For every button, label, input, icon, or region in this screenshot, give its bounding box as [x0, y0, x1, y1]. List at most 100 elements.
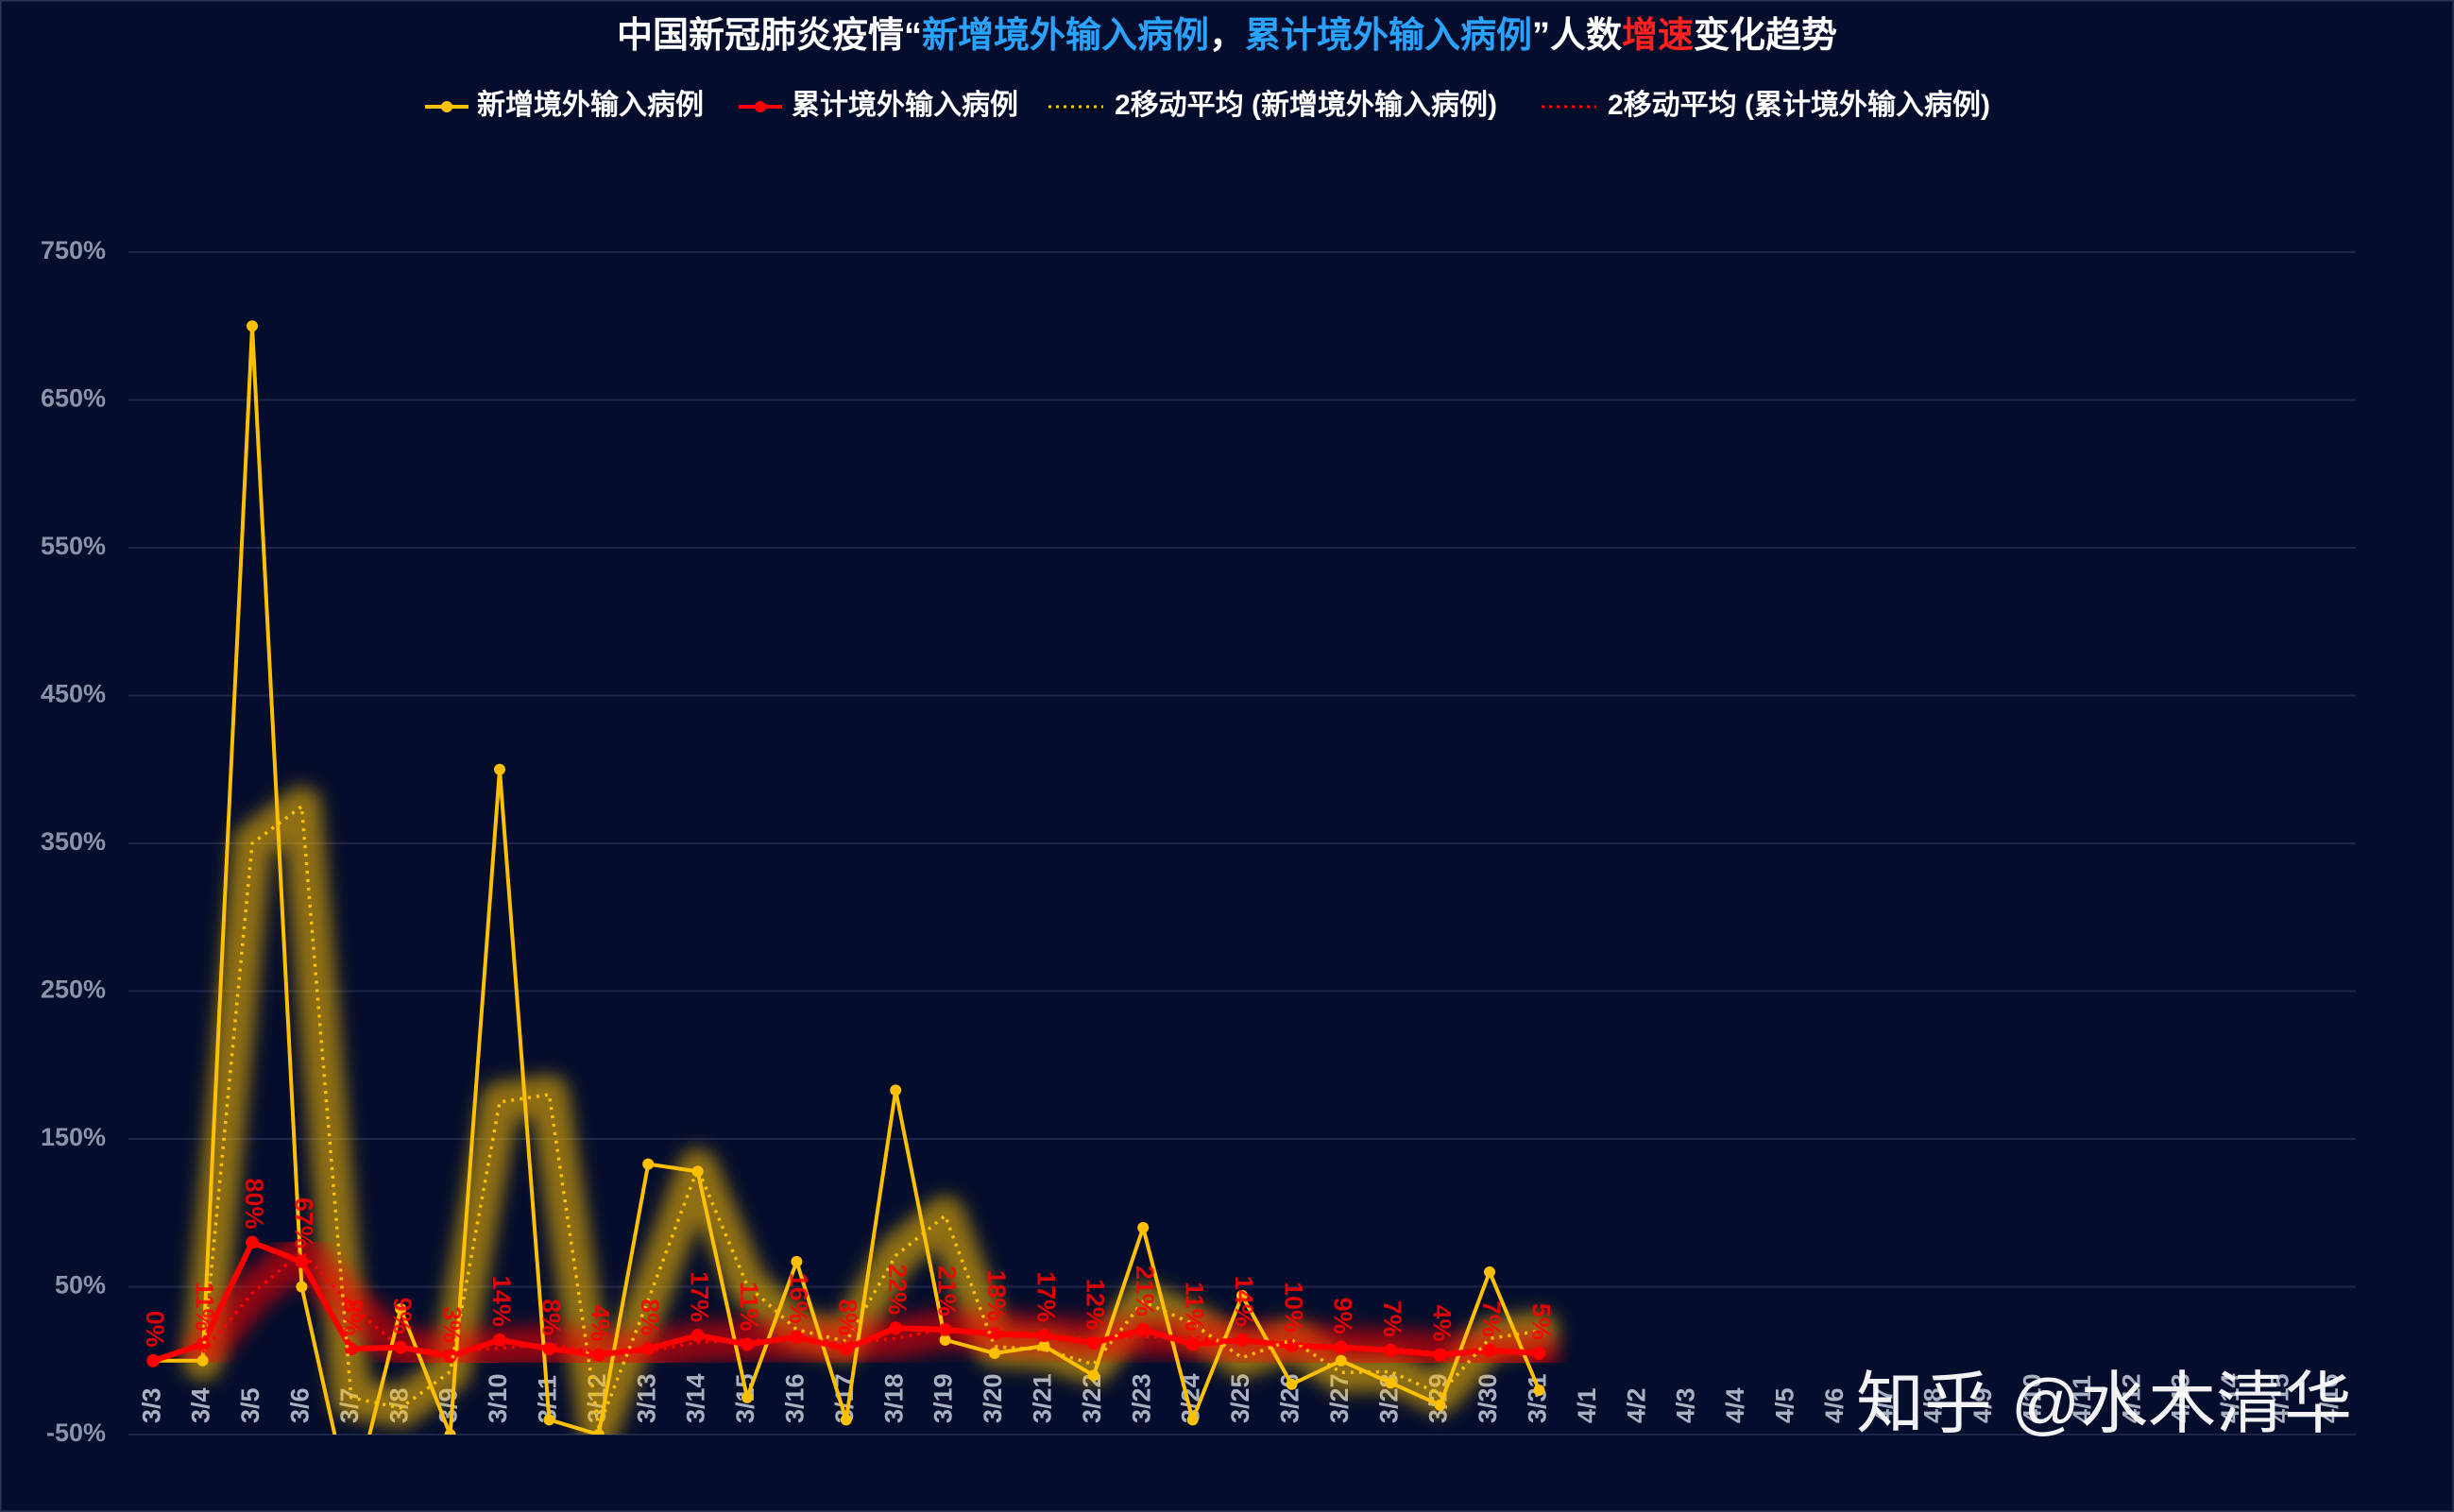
data-label: 11% — [1180, 1282, 1208, 1332]
x-tick-label: 3/23 — [1127, 1373, 1155, 1423]
data-label: 8% — [339, 1299, 367, 1335]
point-marker — [1037, 1329, 1051, 1343]
data-label: 8% — [636, 1299, 664, 1335]
x-tick-label: 3/5 — [236, 1387, 264, 1423]
x-tick-label: 3/20 — [979, 1373, 1007, 1423]
data-label: 12% — [1082, 1279, 1110, 1330]
data-label: 9% — [388, 1298, 417, 1334]
y-tick-label: 750% — [41, 236, 106, 264]
x-tick-label: 4/1 — [1573, 1387, 1601, 1423]
legend-label: 2移动平均 (累计境外输入病例) — [1608, 89, 1990, 121]
plot-area — [146, 320, 1559, 1435]
x-tick-label: 4/10 — [2019, 1373, 2047, 1423]
data-label: 4% — [1427, 1304, 1456, 1341]
x-tick-label: 4/3 — [1672, 1387, 1700, 1423]
x-tick-label: 4/15 — [2266, 1373, 2294, 1423]
chart-title: 中国新冠肺炎疫情“新增境外输入病例，累计境外输入病例”人数增速变化趋势 — [617, 16, 1837, 56]
x-tick-label: 4/9 — [1968, 1387, 1997, 1423]
point-marker — [1385, 1377, 1397, 1389]
x-tick-label: 4/12 — [2117, 1373, 2145, 1423]
point-marker — [889, 1321, 903, 1335]
data-label: 18% — [982, 1270, 1011, 1321]
point-marker — [1433, 1348, 1447, 1362]
data-label: 21% — [932, 1266, 961, 1317]
x-tick-label: 4/7 — [1869, 1387, 1898, 1423]
point-marker — [146, 1353, 161, 1368]
point-marker — [741, 1391, 753, 1403]
point-marker — [543, 1414, 555, 1426]
point-marker — [839, 1342, 853, 1356]
point-marker — [247, 320, 258, 332]
point-marker — [493, 1333, 506, 1347]
data-label: 67% — [289, 1198, 317, 1249]
title-part: ， — [1209, 16, 1245, 56]
x-tick-label: 4/4 — [1721, 1387, 1749, 1423]
point-marker — [196, 1337, 210, 1351]
x-tick-label: 4/14 — [2216, 1373, 2244, 1423]
x-tick-label: 4/2 — [1622, 1387, 1650, 1423]
point-marker — [1434, 1399, 1446, 1411]
data-label: 16% — [784, 1273, 812, 1324]
legend-marker — [441, 101, 452, 112]
x-tick-label: 4/11 — [2068, 1375, 2096, 1423]
point-marker — [1236, 1289, 1248, 1301]
data-label: 5% — [1526, 1303, 1555, 1340]
title-part: 增速 — [1622, 16, 1694, 56]
watermark: 知乎 @水木清华 — [1856, 1367, 2352, 1442]
data-label: 0% — [141, 1311, 169, 1348]
point-marker — [444, 1429, 456, 1435]
title-part: 新增境外输入病例 — [922, 16, 1209, 56]
point-marker — [989, 1347, 1000, 1359]
data-label: 14% — [487, 1276, 516, 1327]
data-label: 22% — [883, 1264, 912, 1315]
x-tick-label: 4/13 — [2167, 1373, 2195, 1423]
series-line — [201, 1249, 1540, 1354]
point-marker — [592, 1429, 605, 1435]
point-marker — [939, 1334, 951, 1346]
x-tick-label: 3/4 — [187, 1387, 215, 1423]
x-tick-label: 3/19 — [929, 1373, 958, 1423]
x-tick-label: 3/16 — [781, 1373, 809, 1423]
x-tick-label: 3/25 — [1226, 1373, 1254, 1423]
legend-label: 累计境外输入病例 — [792, 89, 1018, 121]
point-marker — [690, 1329, 705, 1343]
x-tick-label: 3/10 — [484, 1373, 512, 1423]
y-tick-label: -50% — [46, 1419, 106, 1447]
data-label: 14% — [1230, 1276, 1258, 1327]
y-tick-label: 350% — [41, 827, 106, 856]
title-part: 累计境外输入病例 — [1245, 16, 1532, 56]
point-marker — [691, 1165, 704, 1178]
point-marker — [1533, 1385, 1545, 1397]
x-tick-label: 3/21 — [1029, 1373, 1057, 1423]
title-part: 中国新冠肺炎疫情“ — [617, 16, 922, 56]
point-marker — [1236, 1333, 1249, 1347]
point-marker — [591, 1348, 605, 1362]
data-label: 8% — [537, 1299, 565, 1335]
point-marker — [988, 1327, 1001, 1341]
data-label: 8% — [834, 1299, 862, 1335]
y-tick-label: 50% — [55, 1271, 106, 1300]
title-part: ”人数 — [1532, 16, 1622, 56]
x-tick-label: 4/16 — [2315, 1373, 2343, 1423]
y-tick-label: 250% — [41, 976, 106, 1004]
point-marker — [246, 1235, 259, 1249]
point-marker — [1186, 1414, 1199, 1426]
x-tick-label: 3/14 — [682, 1373, 710, 1423]
point-marker — [1335, 1354, 1347, 1367]
x-tick-label: 4/8 — [1919, 1387, 1948, 1423]
x-tick-label: 3/30 — [1474, 1373, 1502, 1423]
title-part: 变化趋势 — [1694, 16, 1837, 56]
point-marker — [1136, 1322, 1150, 1336]
point-marker — [1185, 1337, 1200, 1351]
point-marker — [890, 1084, 902, 1096]
point-marker — [296, 1281, 308, 1293]
point-marker — [1285, 1339, 1299, 1353]
point-marker — [1137, 1221, 1150, 1233]
x-tick-label: 3/31 — [1524, 1373, 1552, 1423]
point-marker — [395, 1302, 407, 1315]
x-tick-label: 3/18 — [879, 1373, 908, 1423]
legend-marker — [755, 101, 766, 112]
data-label: 3% — [437, 1306, 466, 1343]
series-line — [200, 805, 1540, 1429]
